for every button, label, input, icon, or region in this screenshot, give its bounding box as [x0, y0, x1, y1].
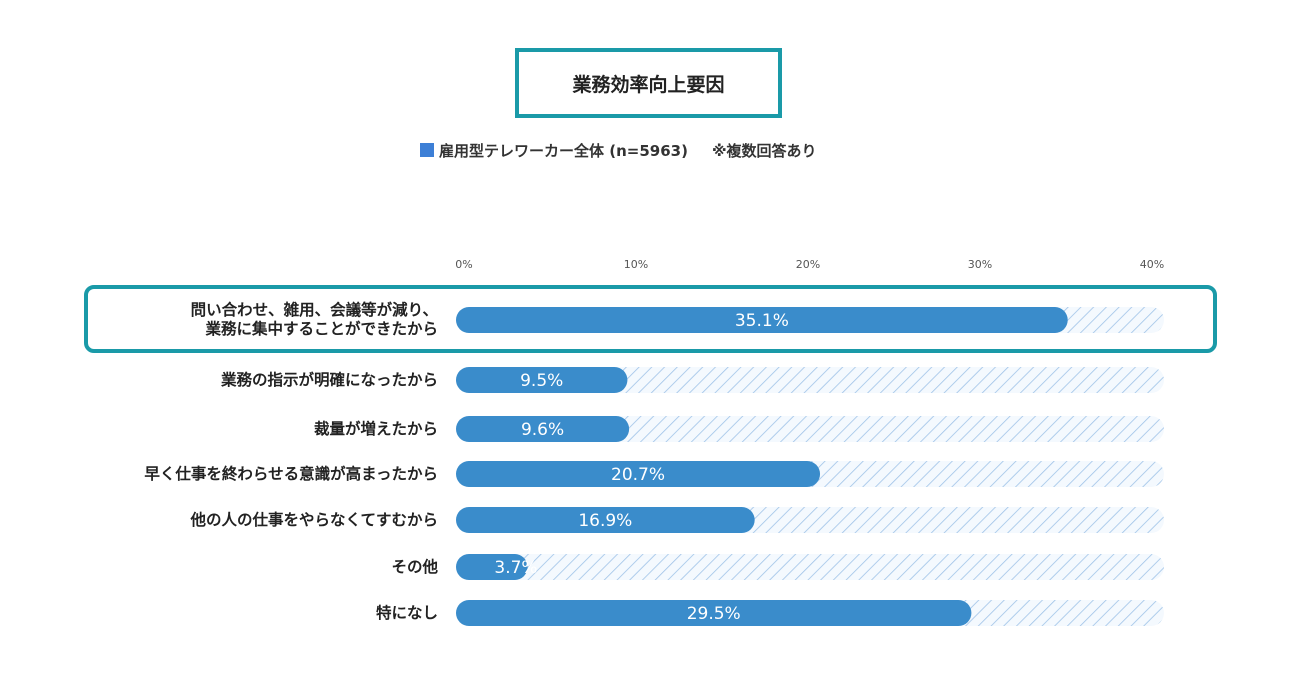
bar — [456, 416, 630, 442]
bar-value-label: 9.5% — [520, 371, 563, 391]
bar-track — [456, 554, 1164, 580]
bar-value-label: 29.5% — [687, 604, 741, 624]
bar-value-label: 9.6% — [521, 420, 564, 440]
category-label: 業務の指示が明確になったから — [220, 370, 438, 389]
bar — [456, 367, 628, 393]
bar — [456, 461, 821, 487]
bar-value-label: 16.9% — [578, 511, 632, 531]
legend-swatch — [420, 143, 434, 157]
bar-value-label: 35.1% — [735, 311, 789, 331]
bar — [456, 600, 972, 626]
x-tick-label: 20% — [795, 258, 821, 271]
bar — [456, 307, 1068, 333]
bar-value-label: 20.7% — [611, 465, 665, 485]
highlight-frame — [84, 285, 1217, 353]
bar — [456, 507, 755, 533]
x-tick-label: 30% — [967, 258, 993, 271]
category-label: 裁量が増えたから — [313, 419, 438, 438]
x-tick-label: 0% — [455, 258, 473, 271]
chart-title: 業務効率向上要因 — [515, 48, 782, 118]
bar — [456, 554, 528, 580]
legend: 雇用型テレワーカー全体 (n=5963) ※複数回答あり — [420, 138, 817, 162]
bar-track — [456, 367, 1164, 393]
category-label: その他 — [391, 557, 438, 576]
category-label: 他の人の仕事をやらなくてすむから — [190, 510, 438, 529]
category-label: 特になし — [375, 603, 438, 622]
legend-series-label: 雇用型テレワーカー全体 (n=5963) — [439, 141, 688, 160]
x-tick-label: 40% — [1139, 258, 1165, 271]
legend-note: ※複数回答あり — [711, 141, 817, 160]
category-label: 問い合わせ、雑用、会議等が減り、 業務に集中することができたから — [190, 301, 438, 338]
category-label: 早く仕事を終わらせる意識が高まったから — [144, 464, 438, 483]
bar-value-label: 3.7% — [494, 558, 537, 578]
bar-track — [456, 416, 1164, 442]
x-tick-label: 10% — [623, 258, 649, 271]
